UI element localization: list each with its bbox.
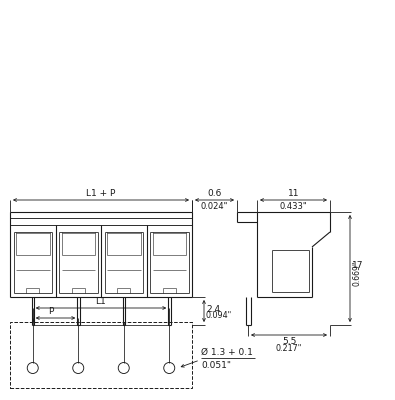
Text: L1 + P: L1 + P — [87, 188, 116, 198]
Bar — [10, 322, 192, 388]
Text: 0.024": 0.024" — [201, 202, 228, 211]
Text: Ø 1.3 + 0.1: Ø 1.3 + 0.1 — [201, 348, 253, 357]
Text: L1: L1 — [96, 296, 106, 306]
Text: 0.669": 0.669" — [352, 261, 361, 286]
Text: 0.094": 0.094" — [206, 312, 232, 320]
Text: 0.051": 0.051" — [201, 361, 231, 370]
Text: P: P — [48, 306, 53, 316]
Text: 11: 11 — [288, 188, 299, 198]
Text: 5.5: 5.5 — [282, 337, 296, 346]
Text: 0.217": 0.217" — [276, 344, 302, 353]
Text: 0.6: 0.6 — [207, 188, 222, 198]
Text: 0.433": 0.433" — [280, 202, 307, 211]
Text: 17: 17 — [352, 261, 363, 270]
Text: 2.4: 2.4 — [206, 304, 220, 314]
